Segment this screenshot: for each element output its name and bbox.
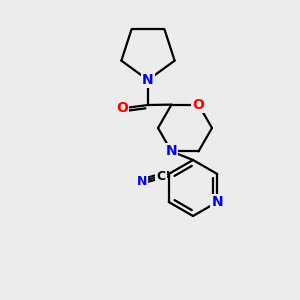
Text: N: N bbox=[212, 195, 223, 209]
Text: N: N bbox=[136, 175, 147, 188]
Text: N: N bbox=[166, 144, 177, 158]
Text: O: O bbox=[193, 98, 204, 112]
Text: C: C bbox=[157, 169, 166, 183]
Text: N: N bbox=[142, 73, 154, 87]
Text: O: O bbox=[116, 101, 128, 115]
